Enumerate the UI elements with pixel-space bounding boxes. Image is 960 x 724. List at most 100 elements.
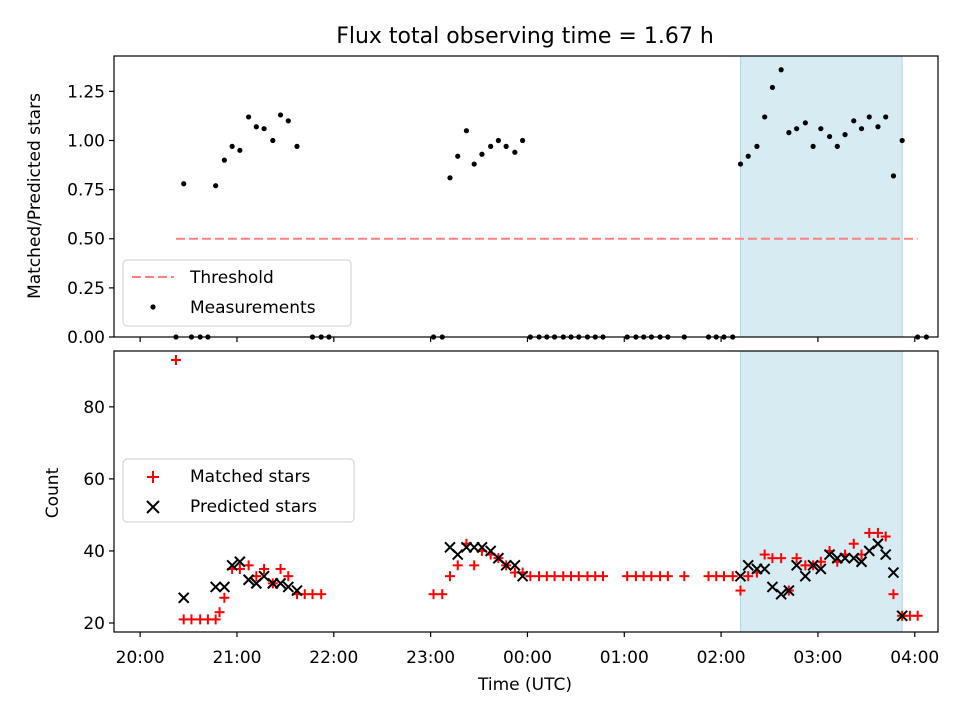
matched-star-point [186,614,197,625]
legend-predicted-label: Predicted stars [190,497,317,517]
legend-box [122,458,355,523]
y-tick-label: 20 [83,614,105,634]
legend-measurement-swatch [150,304,156,310]
measurement-point [479,151,485,157]
x-b [839,552,851,564]
matched-star-point [662,571,673,582]
y-tick-label: 0.25 [67,279,105,299]
x-b [880,548,892,561]
matched-star-point [872,527,883,538]
measurement-point [181,181,187,187]
predicted-star-point [734,570,747,582]
measurement-point [802,120,808,126]
x-tick-label: 00:00 [503,648,552,668]
measurement-point [826,133,833,140]
predicted-star-point [887,566,900,579]
predicted-star-point [790,559,803,572]
x-b [872,538,884,550]
x-b [242,574,255,586]
legend: Threshold Measurements [122,259,352,327]
predicted-star-point [218,581,231,593]
measurement-point [253,124,259,130]
x-b [815,563,827,575]
matched-star-point [316,589,327,600]
x-b [887,566,900,579]
x-b [766,581,779,593]
matched-star-point [243,560,254,571]
measurement-point [858,126,865,132]
matched-star-point [622,571,633,582]
legend-box [122,259,352,327]
matched-star-point [214,607,225,618]
matched-star-point [573,571,584,582]
x-b [799,570,812,582]
ratio-y-axis-label: Matched/Predicted stars [25,93,45,299]
matched-star-point [275,563,286,574]
predicted-star-point [500,559,512,572]
x-tick-label: 20:00 [116,648,165,668]
x-b [807,559,819,572]
predicted-star-point [807,559,819,572]
matched-star-point [864,527,875,538]
measurement-point [818,126,824,132]
matched-star-point [549,571,560,582]
measurement-point [851,118,857,124]
x-b [282,581,294,593]
measurement-point [866,114,872,120]
matched-star-point [210,614,221,625]
predicted-star-point [291,584,303,597]
predicted-star-point [242,574,255,586]
measurement-point [899,137,905,144]
x-b [291,584,303,597]
x-tick-label: 23:00 [406,648,455,668]
y-tick-label: 40 [83,542,105,562]
matched-star-point [170,355,181,366]
x-b [226,559,238,572]
predicted-star-point [783,584,795,597]
measurement-point [471,161,477,167]
measurement-point [810,143,816,149]
x-b [734,570,747,582]
matched-star-point [727,571,738,582]
x-b [758,563,771,575]
measurement-point [737,161,744,167]
x-tick-label: 22:00 [309,648,358,668]
legend: Matched stars Predicted stars [122,458,355,523]
x-b [476,541,488,554]
y-tick-label: 60 [83,470,105,490]
y-tick-label: 1.00 [67,131,105,151]
predicted-star-point [476,541,488,554]
y-tick-label: 0.50 [67,230,105,250]
matched-star-point [743,571,754,582]
matched-star-point [452,560,463,571]
measurement-point [503,143,509,149]
plot-frame [113,350,939,633]
measurement-point [447,175,453,181]
matched-star-point [307,589,318,600]
x-b [484,545,497,557]
shaded-span [739,55,903,338]
x-b [790,559,803,572]
x-b [178,592,190,604]
x-b [452,548,464,561]
matched-star-point [219,592,230,603]
predicted-star-point [766,581,779,593]
x-b [258,570,270,582]
legend-measurement-label: Measurements [190,298,316,318]
measurement-point [745,153,751,159]
matched-star-point [525,571,536,582]
count-panel: 20 40 60 80 20:00 21:00 22:00 23:00 00:00 01:00 02… [83,350,939,668]
shaded-span [739,350,903,633]
matched-star-point [259,563,270,574]
measurement-point [294,143,300,149]
predicted-star-point [234,556,246,568]
predicted-star-point [258,570,270,582]
matched-star-point [283,571,294,582]
predicted-star-point [823,548,836,561]
y-tick-label: 1.25 [67,82,105,102]
x-tick-label: 03:00 [793,648,842,668]
matched-star-point [735,585,746,596]
measurement-point [842,132,848,138]
matched-star-point [767,553,778,564]
ratio-panel: 0.00 0.25 0.50 0.75 1.00 1.25 Threshold Measure… [67,55,939,348]
